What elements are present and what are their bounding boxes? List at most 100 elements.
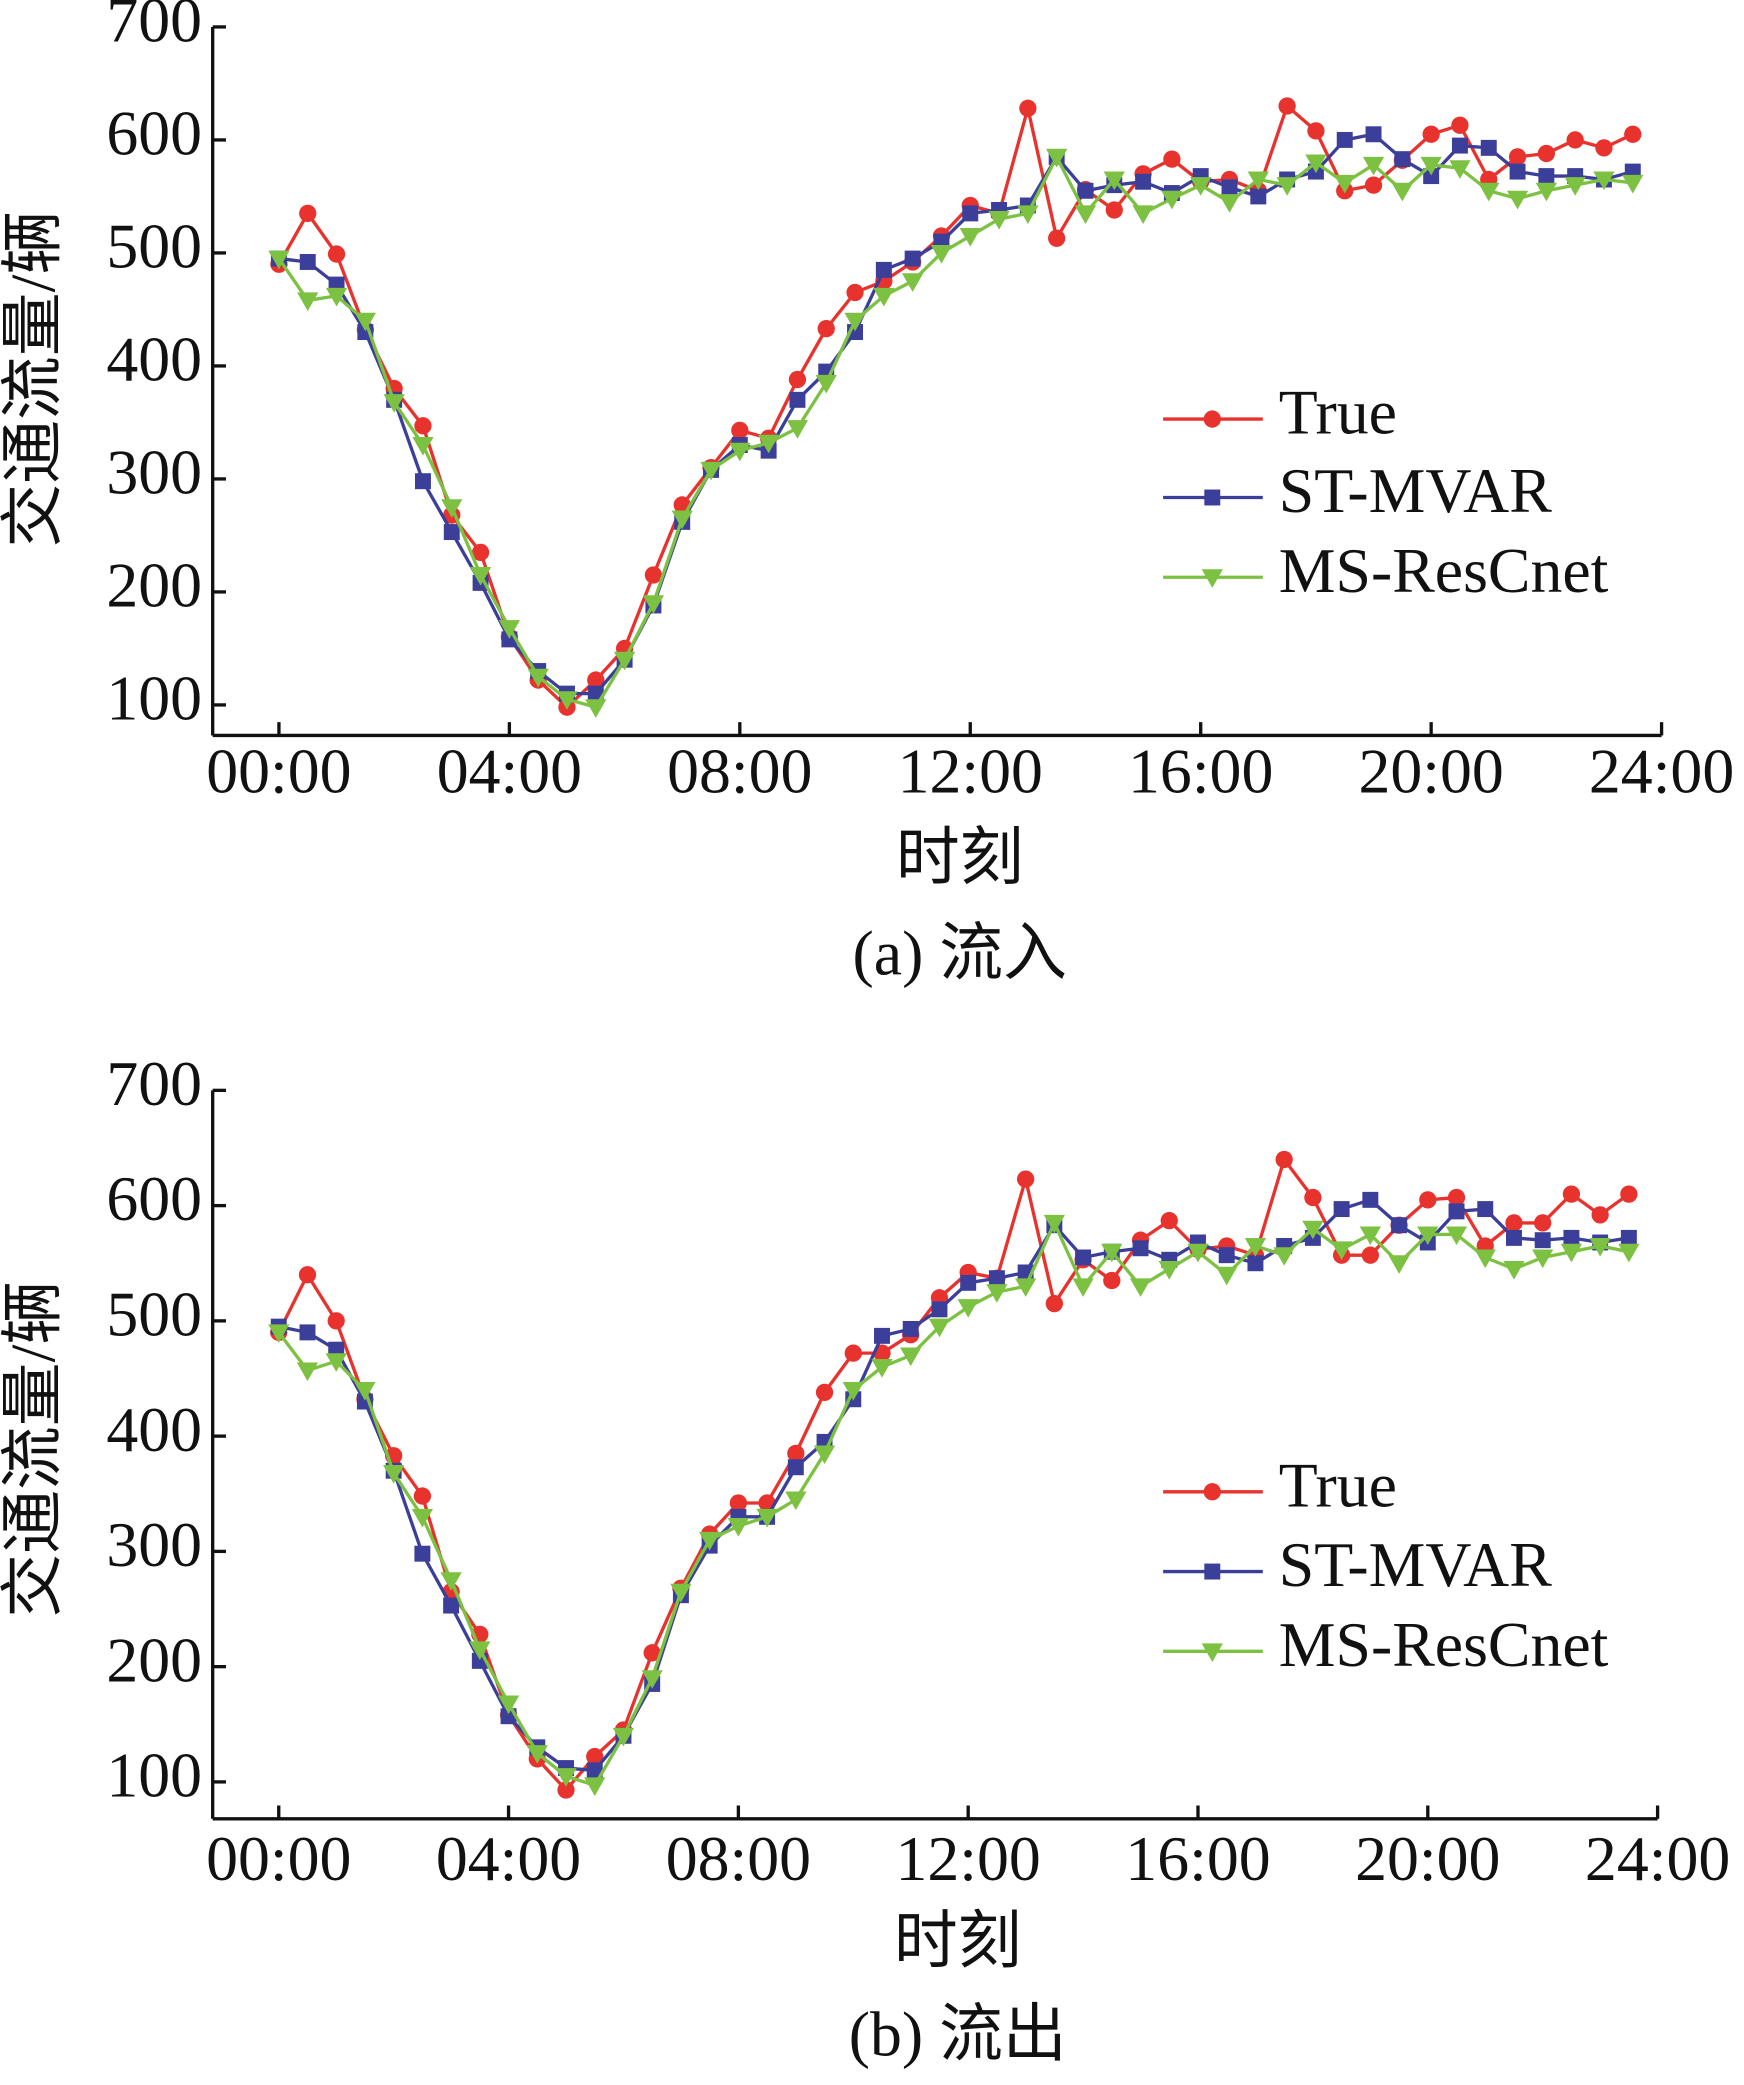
y-tick-label: 300	[106, 1509, 202, 1580]
marker	[729, 1494, 748, 1512]
marker	[1618, 1243, 1640, 1263]
marker	[1330, 1241, 1353, 1261]
marker	[1391, 182, 1413, 202]
marker	[1101, 1243, 1123, 1263]
marker	[787, 1444, 805, 1463]
marker	[526, 1745, 548, 1764]
marker	[1016, 1170, 1035, 1188]
marker	[414, 417, 432, 435]
legend-label: True	[1279, 1449, 1397, 1520]
marker	[1190, 177, 1212, 196]
legend-label: MS-ResCnet	[1279, 535, 1609, 606]
x-tick-label: 04:00	[437, 736, 582, 807]
marker	[844, 1344, 862, 1362]
marker	[986, 1284, 1008, 1303]
marker	[585, 699, 607, 718]
marker	[1419, 1191, 1437, 1209]
marker	[1244, 1237, 1267, 1257]
legend-marker	[1203, 410, 1221, 428]
marker	[327, 1312, 345, 1330]
marker	[414, 473, 431, 490]
marker	[1247, 1255, 1264, 1272]
marker	[846, 283, 864, 302]
marker	[1448, 1203, 1465, 1220]
marker	[297, 292, 319, 312]
marker	[642, 595, 665, 614]
marker	[1132, 205, 1154, 225]
legend-marker	[1203, 1483, 1221, 1501]
marker	[988, 1270, 1005, 1287]
y-tick-label: 100	[106, 1740, 202, 1811]
marker	[1589, 1237, 1611, 1257]
marker	[1394, 151, 1411, 168]
marker	[1305, 154, 1327, 174]
marker	[1566, 131, 1584, 149]
marker	[670, 1583, 692, 1603]
x-tick-label: 12:00	[896, 1823, 1041, 1894]
marker	[440, 1572, 462, 1591]
marker	[1103, 171, 1125, 191]
marker	[1019, 99, 1037, 117]
series-line	[277, 103, 1634, 710]
x-axis-label: 时刻	[896, 822, 1024, 893]
marker	[1423, 168, 1440, 185]
marker	[327, 245, 346, 263]
marker	[643, 1644, 661, 1662]
marker	[299, 254, 316, 270]
marker	[1620, 1229, 1637, 1246]
marker	[1105, 201, 1123, 219]
marker	[556, 691, 578, 710]
marker	[757, 434, 780, 454]
marker	[815, 374, 837, 394]
marker	[1218, 194, 1241, 213]
marker	[1593, 171, 1615, 191]
marker	[1505, 1229, 1522, 1246]
legend-label: MS-ResCnet	[1279, 1609, 1609, 1680]
marker	[1048, 229, 1066, 247]
marker	[988, 211, 1010, 230]
marker	[1445, 1226, 1468, 1246]
marker	[1221, 179, 1238, 196]
marker	[1163, 150, 1181, 168]
marker	[1532, 1249, 1554, 1269]
marker	[874, 1327, 890, 1344]
legend-marker	[1204, 489, 1221, 506]
marker	[902, 1320, 919, 1337]
marker	[1538, 168, 1555, 185]
x-tick-label: 24:00	[1589, 736, 1734, 807]
marker	[1160, 1211, 1178, 1230]
marker	[815, 1383, 834, 1401]
marker	[1449, 160, 1471, 179]
marker	[842, 1382, 864, 1401]
marker	[1535, 182, 1557, 202]
marker	[1132, 1240, 1149, 1257]
marker	[1563, 1229, 1580, 1246]
marker	[1505, 1214, 1523, 1232]
y-tick-label: 100	[106, 663, 202, 734]
legend-label: ST-MVAR	[1279, 455, 1552, 526]
marker	[641, 1670, 663, 1689]
marker	[1560, 1243, 1583, 1263]
series-line	[277, 1155, 1630, 1793]
y-tick-label: 200	[106, 1624, 202, 1695]
marker	[1276, 177, 1298, 196]
marker	[1043, 1214, 1065, 1234]
marker	[469, 567, 492, 586]
legend-label: True	[1279, 377, 1397, 448]
y-tick-label: 700	[106, 1048, 202, 1119]
marker	[1187, 1243, 1209, 1263]
marker	[1417, 1226, 1439, 1246]
marker	[1017, 205, 1039, 225]
marker	[902, 273, 924, 292]
marker	[612, 1727, 635, 1747]
marker	[1564, 177, 1586, 196]
y-tick-label: 400	[106, 1394, 202, 1465]
marker	[844, 312, 866, 332]
legend-marker	[1204, 1563, 1221, 1580]
marker	[1218, 1247, 1235, 1264]
marker	[1595, 139, 1613, 157]
series-line	[277, 1218, 1630, 1788]
marker	[1508, 148, 1527, 166]
marker	[555, 1768, 577, 1787]
